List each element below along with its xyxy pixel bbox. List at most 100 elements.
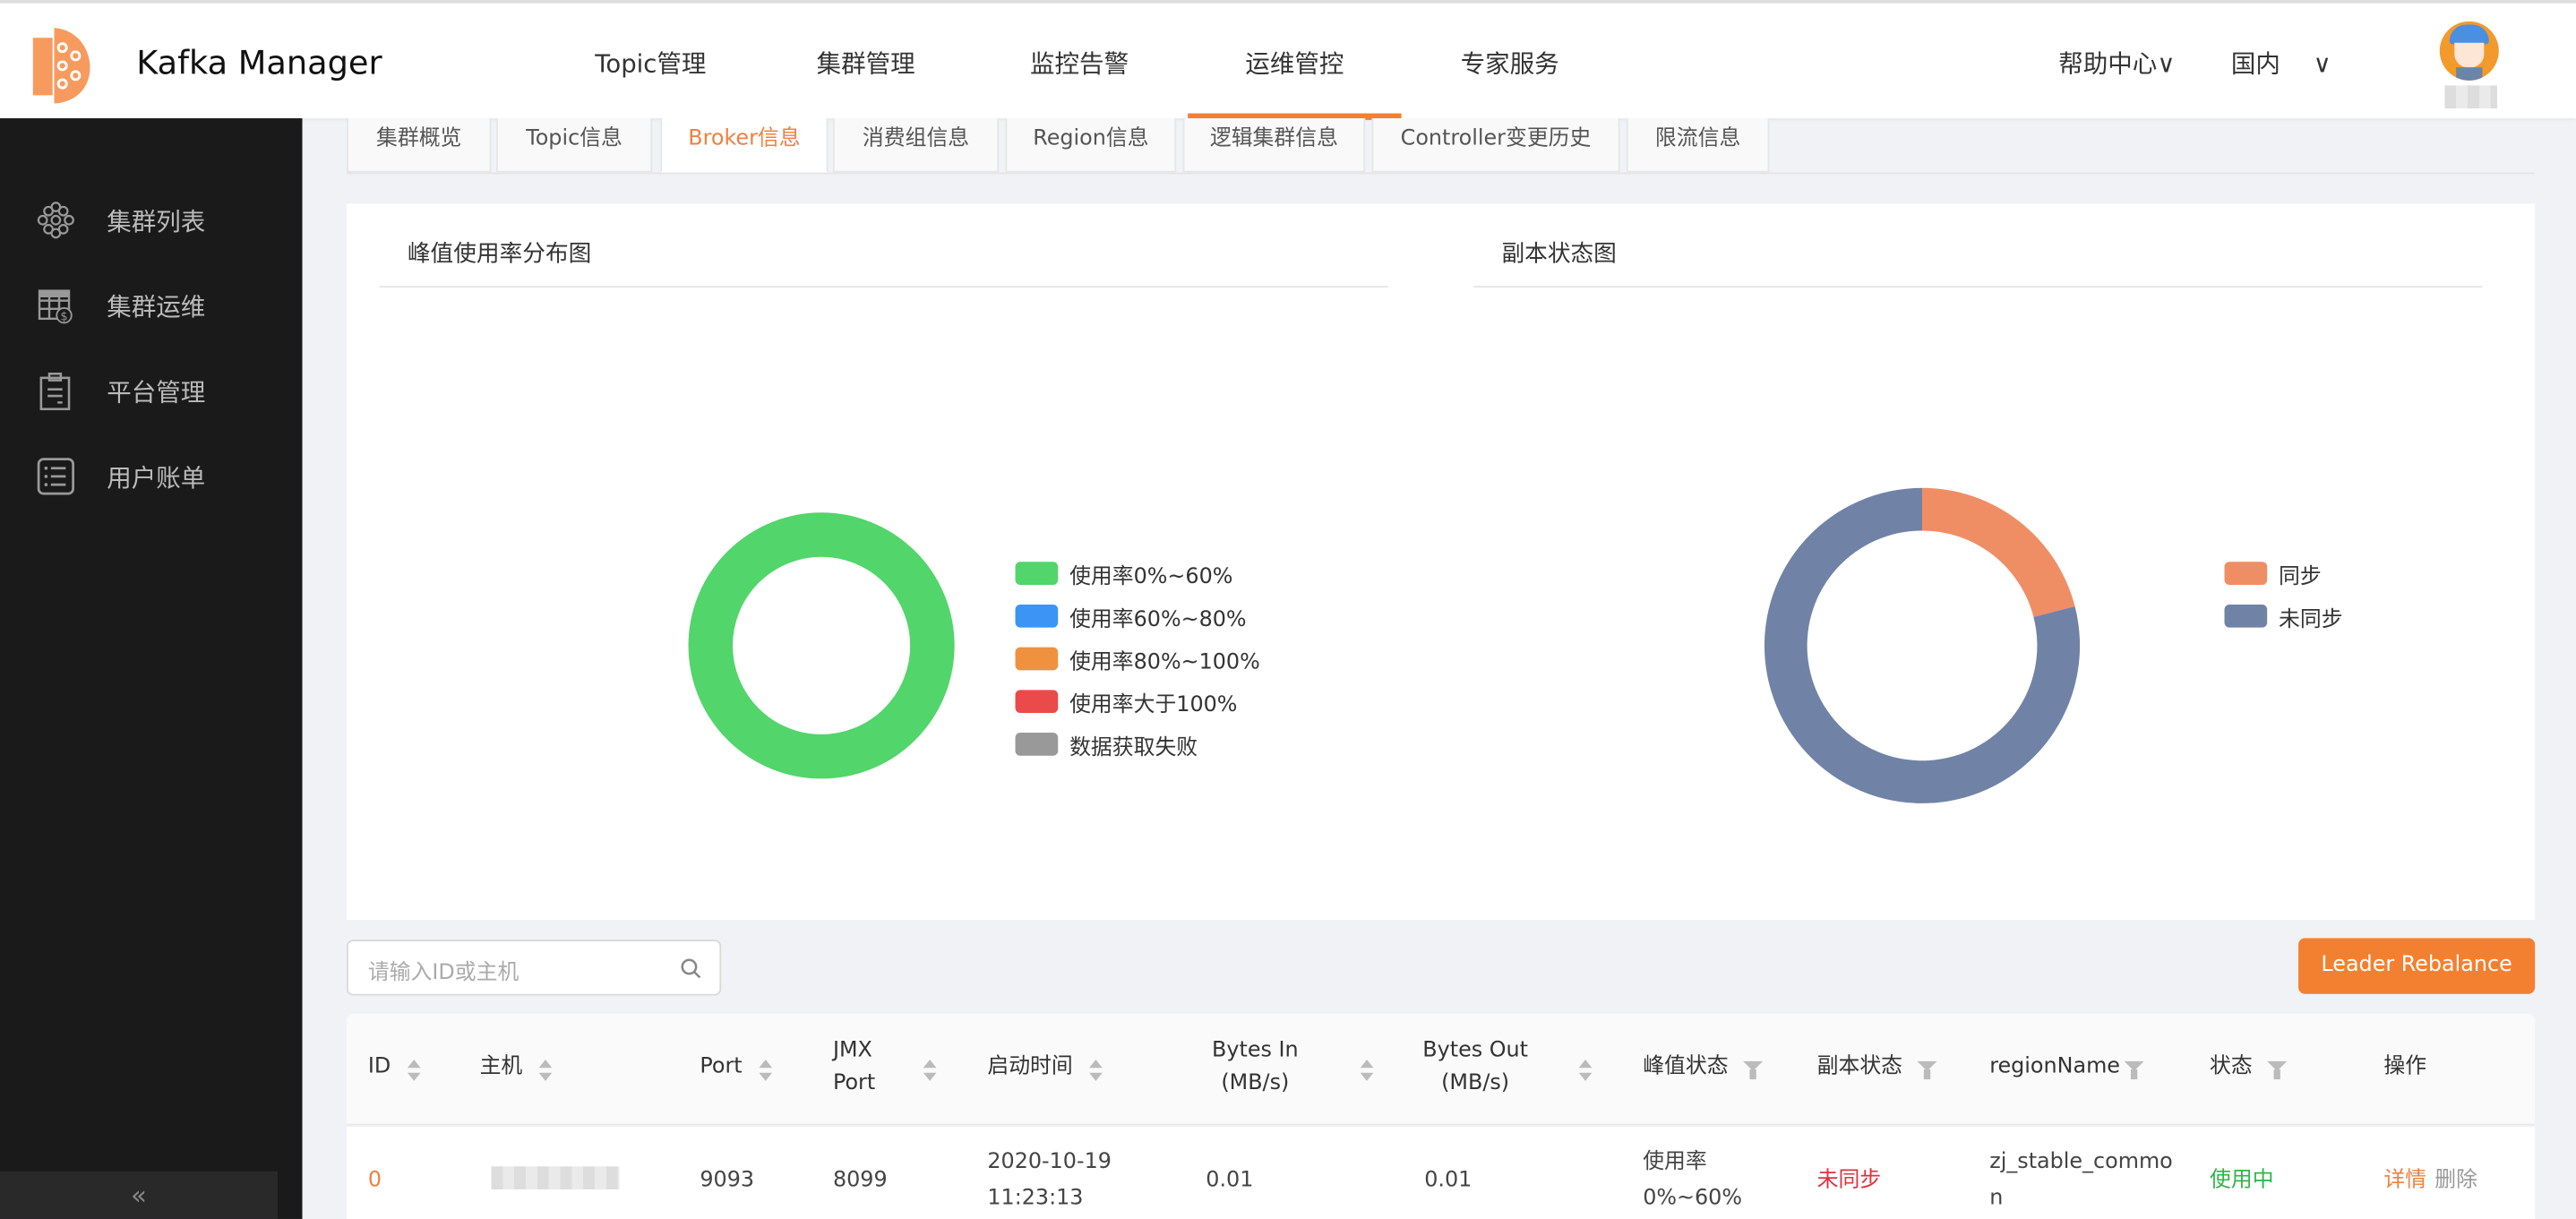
nav-ops[interactable]: 运维管控 bbox=[1245, 49, 1344, 80]
status-badge: 使用中 bbox=[2209, 1168, 2274, 1193]
legend-swatch bbox=[1015, 690, 1059, 714]
replica-status-cell: 未同步 bbox=[1816, 1168, 1882, 1193]
nav-monitor[interactable]: 监控告警 bbox=[1030, 49, 1129, 80]
donut-slice-0[interactable] bbox=[1922, 487, 2075, 617]
peak-status-cell-range: 0%~60% bbox=[1643, 1186, 1743, 1211]
tab-logical-cluster[interactable]: 逻辑集群信息 bbox=[1182, 118, 1366, 173]
col-bytes-out[interactable]: Bytes Out (MB/s) bbox=[1422, 1038, 1528, 1096]
sidebar-item-platform[interactable]: 平台管理 bbox=[0, 358, 302, 424]
table-dollar-icon: $ bbox=[38, 289, 73, 324]
tab-consumer-group[interactable]: 消费组信息 bbox=[832, 118, 1000, 173]
legend-label: 使用率大于100% bbox=[1069, 693, 1238, 718]
host-blurred bbox=[491, 1166, 620, 1189]
bytes-out-cell: 0.01 bbox=[1424, 1168, 1473, 1193]
tab-controller-history[interactable]: Controller变更历史 bbox=[1371, 118, 1620, 173]
tab-throttle-info[interactable]: 限流信息 bbox=[1626, 118, 1770, 173]
user-avatar[interactable] bbox=[2439, 21, 2499, 81]
delete-link[interactable]: 删除 bbox=[2434, 1168, 2478, 1193]
legend-label: 数据获取失败 bbox=[1069, 735, 1198, 761]
search-input[interactable]: 请输入ID或主机 bbox=[347, 940, 722, 996]
nav-expert[interactable]: 专家服务 bbox=[1460, 49, 1559, 80]
search-icon[interactable] bbox=[680, 957, 701, 979]
collapse-sidebar-button[interactable]: « bbox=[0, 1171, 278, 1219]
tab-broker-info[interactable]: Broker信息 bbox=[660, 118, 829, 173]
sidebar-item-label: 集群列表 bbox=[107, 207, 206, 237]
list-icon bbox=[37, 458, 74, 495]
detail-link[interactable]: 详情 bbox=[2383, 1168, 2427, 1193]
legend-swatch bbox=[2224, 604, 2268, 628]
legend-swatch bbox=[1015, 562, 1059, 585]
col-peak-status[interactable]: 峰值状态 bbox=[1643, 1054, 1729, 1080]
leader-rebalance-button[interactable]: Leader Rebalance bbox=[2298, 938, 2536, 994]
bytes-in-cell: 0.01 bbox=[1206, 1168, 1254, 1193]
jmx-port-cell: 8099 bbox=[832, 1168, 888, 1193]
legend-swatch bbox=[1015, 604, 1059, 628]
tab-divider bbox=[347, 172, 2536, 175]
peak-usage-chart-title: 峰值使用率分布图 bbox=[407, 241, 592, 268]
help-center-dropdown[interactable]: 帮助中心∨ bbox=[2058, 46, 2175, 81]
kafka-logo-icon bbox=[32, 28, 90, 104]
active-nav-indicator bbox=[1188, 113, 1402, 120]
col-id[interactable]: ID bbox=[367, 1054, 391, 1080]
donut-slice-0[interactable] bbox=[688, 512, 955, 779]
peak-usage-donut-chart bbox=[688, 512, 955, 779]
top-header: Kafka Manager Topic管理 集群管理 监控告警 运维管控 专家服… bbox=[0, 0, 2576, 120]
peak-status-cell: 使用率 bbox=[1643, 1149, 1707, 1175]
charts-card: 峰值使用率分布图 副本状态图 使用率0%~60% 使用率60%~80% 使用率80%… bbox=[347, 203, 2536, 921]
tab-cluster-overview[interactable]: 集群概览 bbox=[347, 118, 492, 173]
col-replica-status[interactable]: 副本状态 bbox=[1816, 1054, 1903, 1080]
honeycomb-icon bbox=[37, 202, 74, 239]
filter-icon[interactable] bbox=[1743, 1060, 1764, 1080]
sidebar-item-label: 集群运维 bbox=[107, 292, 206, 322]
region-label: 国内 bbox=[2230, 49, 2280, 80]
filter-icon[interactable] bbox=[1917, 1060, 1937, 1080]
col-actions: 操作 bbox=[2383, 1054, 2427, 1080]
replica-status-chart-title: 副本状态图 bbox=[1501, 241, 1617, 268]
col-start-time[interactable]: 启动时间 bbox=[987, 1054, 1073, 1080]
sidebar-item-cluster-ops[interactable]: $ 集群运维 bbox=[0, 272, 302, 338]
col-host[interactable]: 主机 bbox=[479, 1054, 523, 1080]
sidebar-item-cluster-list[interactable]: 集群列表 bbox=[0, 187, 302, 253]
legend-label: 同步 bbox=[2279, 564, 2322, 590]
chevron-down-icon: ∨ bbox=[2313, 49, 2331, 80]
app-title: Kafka Manager bbox=[136, 42, 382, 82]
nav-topic[interactable]: Topic管理 bbox=[595, 49, 707, 80]
filter-icon[interactable] bbox=[2267, 1060, 2288, 1080]
svg-text:$: $ bbox=[60, 311, 67, 324]
col-bytes-in[interactable]: Bytes In (MB/s) bbox=[1212, 1038, 1299, 1096]
legend-swatch bbox=[2224, 562, 2268, 585]
legend-label: 使用率60%~80% bbox=[1069, 607, 1247, 633]
nav-cluster[interactable]: 集群管理 bbox=[816, 49, 915, 80]
divider bbox=[1473, 286, 2483, 288]
col-status[interactable]: 状态 bbox=[2209, 1054, 2253, 1080]
search-placeholder: 请输入ID或主机 bbox=[367, 961, 519, 986]
table-row: 0 9093 8099 2020-10-19 11:23:13 0.01 0.0… bbox=[347, 1127, 2536, 1219]
tab-topic-info[interactable]: Topic信息 bbox=[495, 118, 653, 173]
region-dropdown[interactable]: 国内 ∨ bbox=[2231, 46, 2331, 81]
chevron-down-icon: ∨ bbox=[2157, 49, 2176, 80]
filter-icon[interactable] bbox=[2124, 1060, 2144, 1080]
sidebar-item-label: 用户账单 bbox=[107, 463, 206, 494]
col-port[interactable]: Port bbox=[700, 1054, 743, 1080]
divider bbox=[379, 286, 1388, 288]
broker-id-link[interactable]: 0 bbox=[367, 1168, 382, 1193]
tab-region-info[interactable]: Region信息 bbox=[1005, 118, 1177, 173]
help-label: 帮助中心 bbox=[2058, 49, 2158, 80]
legend-label: 未同步 bbox=[2279, 607, 2343, 633]
start-date-cell: 2020-10-19 bbox=[987, 1149, 1112, 1175]
legend-swatch bbox=[1015, 733, 1059, 756]
legend-swatch bbox=[1015, 647, 1059, 671]
replica-status-donut-chart bbox=[1764, 487, 2081, 803]
port-cell: 9093 bbox=[700, 1168, 755, 1193]
start-time-cell: 11:23:13 bbox=[987, 1186, 1084, 1211]
col-region-name[interactable]: regionName bbox=[1989, 1054, 2120, 1080]
region-name-cell: zj_stable_commo bbox=[1989, 1149, 2173, 1175]
region-name-cell-wrap: n bbox=[1989, 1186, 2004, 1211]
sidebar-item-billing[interactable]: 用户账单 bbox=[0, 443, 302, 509]
col-jmx-port[interactable]: JMX Port bbox=[832, 1038, 876, 1096]
legend-label: 使用率80%~100% bbox=[1069, 650, 1260, 675]
clipboard-icon bbox=[39, 372, 71, 410]
sidebar: 集群列表 $ 集群运维 平台管理 用户账单 « bbox=[0, 118, 303, 1219]
legend-label: 使用率0%~60% bbox=[1069, 564, 1233, 590]
sidebar-item-label: 平台管理 bbox=[107, 377, 206, 408]
